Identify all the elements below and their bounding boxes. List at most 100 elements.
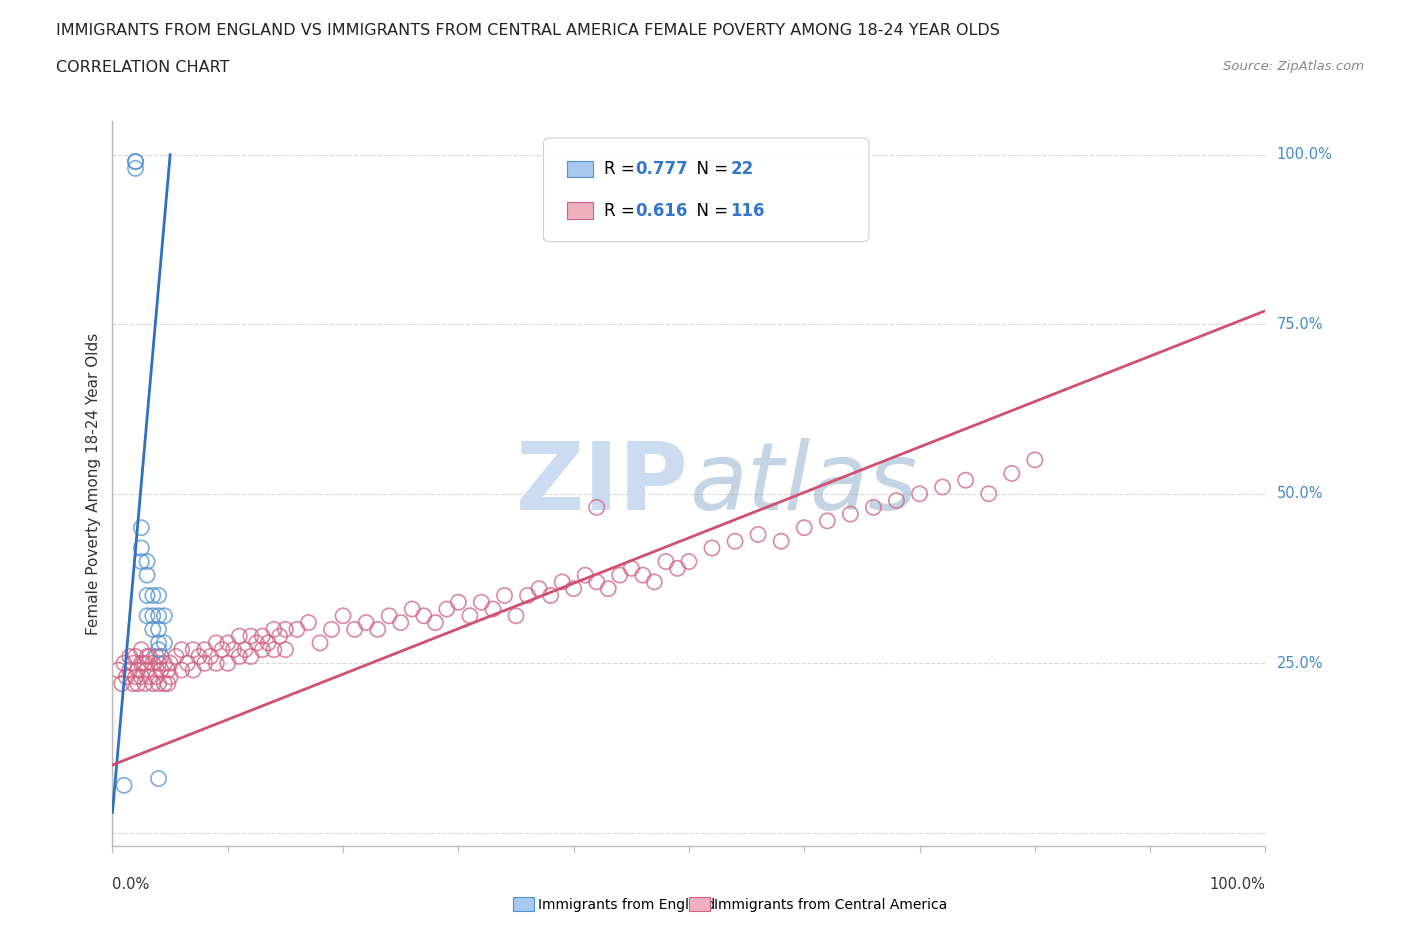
Point — [274, 643, 297, 658]
Point — [527, 581, 550, 596]
Point — [112, 777, 135, 792]
Point — [246, 635, 269, 650]
Point — [655, 554, 678, 569]
Point — [181, 643, 204, 658]
Text: Immigrants from Central America: Immigrants from Central America — [714, 897, 948, 912]
Point — [482, 602, 505, 617]
Point — [153, 635, 176, 650]
Point — [1001, 466, 1024, 481]
Text: 100.0%: 100.0% — [1277, 147, 1333, 163]
Point — [585, 500, 607, 515]
Point — [156, 676, 179, 691]
Point — [124, 670, 146, 684]
Point — [505, 608, 527, 623]
Point — [332, 608, 354, 623]
Point — [551, 575, 574, 590]
Point — [931, 480, 953, 495]
Point — [793, 520, 815, 535]
Point — [136, 567, 159, 582]
Text: 116: 116 — [731, 202, 765, 219]
Point — [862, 500, 884, 515]
Point — [425, 615, 447, 630]
Point — [129, 670, 153, 684]
Point — [145, 670, 167, 684]
Point — [252, 643, 274, 658]
Point — [159, 670, 181, 684]
Point — [142, 676, 165, 691]
Point — [118, 662, 141, 677]
Text: atlas: atlas — [689, 438, 917, 529]
Point — [129, 520, 153, 535]
Text: 25.0%: 25.0% — [1277, 656, 1323, 671]
Text: CORRELATION CHART: CORRELATION CHART — [56, 60, 229, 75]
Point — [138, 649, 160, 664]
Point — [770, 534, 793, 549]
Point — [124, 154, 146, 169]
Point — [153, 676, 176, 691]
Text: 0.0%: 0.0% — [112, 877, 149, 892]
Point — [124, 161, 146, 176]
Point — [136, 649, 159, 664]
Point — [839, 507, 862, 522]
Point — [176, 656, 198, 671]
Point — [700, 540, 723, 555]
Point — [148, 676, 170, 691]
Point — [285, 622, 308, 637]
Point — [724, 534, 747, 549]
Point — [598, 581, 620, 596]
Point — [142, 656, 165, 671]
Point — [211, 643, 233, 658]
Point — [263, 622, 285, 637]
Point — [129, 554, 153, 569]
Point — [148, 608, 170, 623]
Text: 0.777: 0.777 — [636, 160, 688, 178]
Point — [747, 527, 769, 542]
Point — [470, 595, 492, 610]
Text: 50.0%: 50.0% — [1277, 486, 1323, 501]
Point — [127, 662, 149, 677]
Point — [412, 608, 434, 623]
Point — [134, 676, 156, 691]
Point — [620, 561, 643, 576]
Point — [643, 575, 665, 590]
Point — [269, 629, 291, 644]
Point — [149, 649, 172, 664]
Point — [1024, 452, 1046, 467]
Point — [115, 670, 138, 684]
Point — [194, 643, 217, 658]
Point — [148, 643, 170, 658]
Point — [111, 676, 134, 691]
Text: N =: N = — [686, 160, 733, 178]
Point — [156, 662, 179, 677]
Point — [200, 649, 222, 664]
Text: Source: ZipAtlas.com: Source: ZipAtlas.com — [1223, 60, 1364, 73]
Point — [239, 629, 262, 644]
Point — [389, 615, 412, 630]
Point — [118, 649, 141, 664]
Point — [159, 656, 181, 671]
Point — [165, 649, 187, 664]
Point — [136, 554, 159, 569]
Point — [631, 567, 654, 582]
Point — [129, 656, 153, 671]
Point — [122, 676, 145, 691]
Point — [354, 615, 377, 630]
Point — [955, 472, 977, 487]
Point — [149, 662, 172, 677]
Point — [297, 615, 319, 630]
Point — [136, 608, 159, 623]
Point — [148, 656, 170, 671]
Point — [129, 643, 153, 658]
Text: 100.0%: 100.0% — [1209, 877, 1265, 892]
Text: 0.616: 0.616 — [636, 202, 688, 219]
Point — [678, 554, 700, 569]
Point — [153, 608, 176, 623]
Point — [181, 662, 204, 677]
Point — [263, 643, 285, 658]
Text: ZIP: ZIP — [516, 438, 689, 529]
Point — [142, 588, 165, 603]
Point — [170, 643, 193, 658]
Point — [148, 622, 170, 637]
Point — [585, 575, 607, 590]
Point — [908, 486, 931, 501]
